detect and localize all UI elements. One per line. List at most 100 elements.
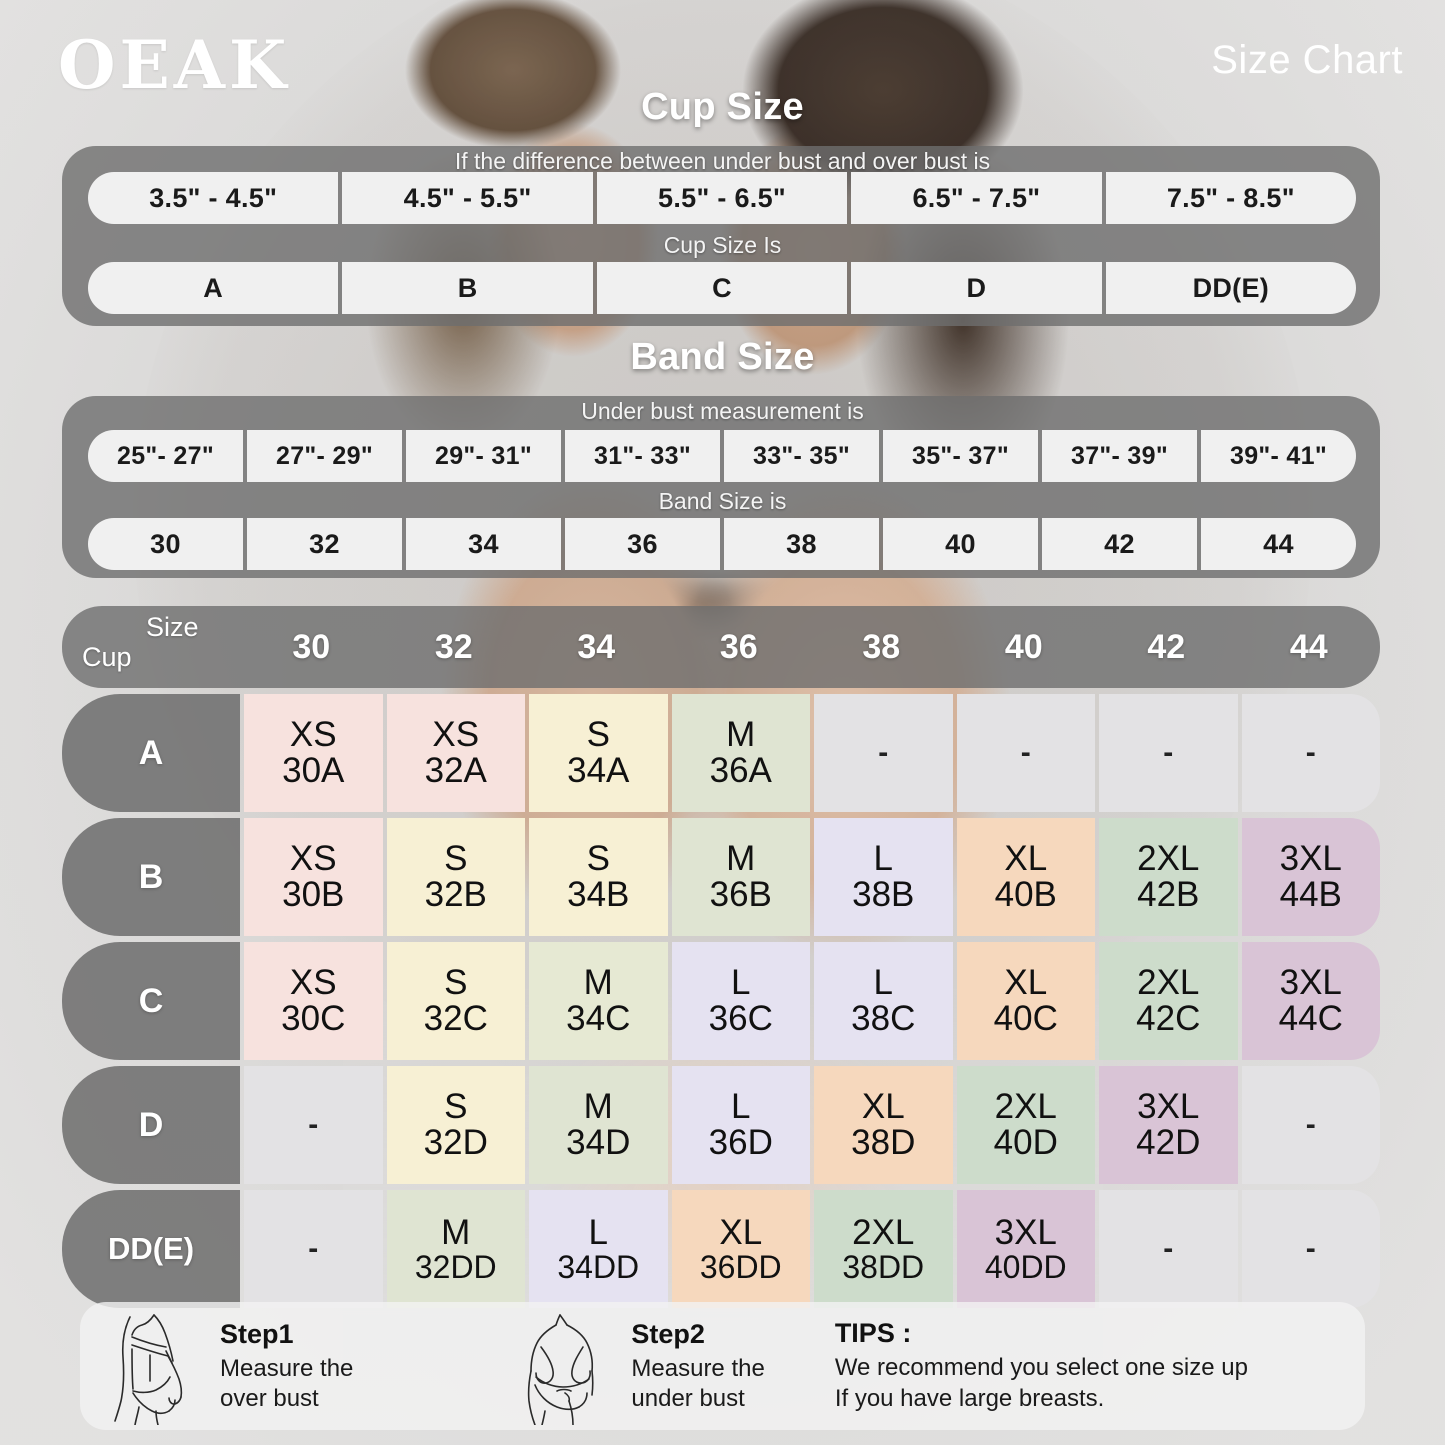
tips-line-1: We recommend you select one size up bbox=[834, 1354, 1248, 1382]
matrix-cell-32C: S 32C bbox=[386, 942, 525, 1060]
band-range-cell-6: 37"- 39" bbox=[1042, 430, 1197, 482]
step-1-line-1: Measure the bbox=[220, 1355, 354, 1383]
matrix-cup-label-C: C bbox=[62, 942, 240, 1060]
matrix-cell-40B: XL 40B bbox=[956, 818, 1095, 936]
matrix-cell-empty-A-44: - bbox=[1241, 694, 1380, 812]
matrix-cell-code-30A: 30A bbox=[282, 751, 345, 790]
step-2-line-1: Measure the bbox=[631, 1355, 765, 1383]
matrix-row-C: C XS 30C S 32C M 34C L 36C L 38C XL 40C 2XL 42C 3XL 44C bbox=[62, 942, 1380, 1060]
matrix-cell-code-34B: 34B bbox=[567, 875, 630, 914]
matrix-cell-empty-A-40: - bbox=[956, 694, 1095, 812]
band-range-cell-2: 29"- 31" bbox=[406, 430, 561, 482]
matrix-cell-size-30B: XS bbox=[289, 839, 337, 879]
cup-range-cell-2: 5.5" - 6.5" bbox=[596, 172, 848, 224]
matrix-cell-code-40C: 40C bbox=[993, 999, 1058, 1038]
matrix-cell-code-36C: 36C bbox=[708, 999, 773, 1038]
cup-size-caption-difference: If the difference between under bust and… bbox=[454, 148, 991, 174]
matrix-cell-size-34A: S bbox=[586, 715, 610, 755]
matrix-cell-code-34D: 34D bbox=[566, 1123, 631, 1162]
page-title: Size Chart bbox=[1211, 38, 1403, 82]
band-range-cell-5: 35"- 37" bbox=[883, 430, 1038, 482]
matrix-cell-code-32DD: 32DD bbox=[414, 1248, 497, 1285]
matrix-cell-34B: S 34B bbox=[529, 818, 668, 936]
cup-value-cell-3: D bbox=[851, 262, 1102, 314]
cup-value-cell-1: B bbox=[342, 262, 593, 314]
matrix-row-B: B XS 30B S 32B S 34B M 36B L 38B XL 40B 2XL 42B 3XL 44B bbox=[62, 818, 1380, 936]
matrix-cup-label-D: D bbox=[62, 1066, 240, 1184]
matrix-cup-label-B: B bbox=[62, 818, 240, 936]
step-1-heading: Step1 bbox=[220, 1319, 294, 1350]
matrix-cell-size-32C: S bbox=[444, 963, 468, 1003]
matrix-cell-code-38B: 38B bbox=[852, 875, 915, 914]
matrix-body: A XS 30A XS 32A S 34A M 36A - - - - B XS 30B S 32B S 34B M 36… bbox=[62, 694, 1380, 1308]
matrix-cell-size-38DD: 2XL bbox=[852, 1212, 915, 1252]
matrix-band-header-30: 30 bbox=[292, 627, 331, 666]
band-size-value-row: 30 32 34 36 38 40 42 44 bbox=[88, 518, 1356, 570]
matrix-band-header-44: 44 bbox=[1289, 627, 1328, 666]
matrix-cell-code-36D: 36D bbox=[708, 1123, 773, 1162]
band-size-section-title: Band Size bbox=[630, 336, 815, 378]
matrix-cell-size-30C: XS bbox=[289, 963, 337, 1003]
matrix-cell-44C: 3XL 44C bbox=[1241, 942, 1380, 1060]
matrix-cell-code-36DD: 36DD bbox=[699, 1248, 782, 1285]
matrix-corner-size-label: Size bbox=[146, 612, 199, 642]
matrix-cell-30C: XS 30C bbox=[244, 942, 383, 1060]
matrix-cell-size-34C: M bbox=[583, 963, 613, 1003]
cup-range-cell-0: 3.5" - 4.5" bbox=[88, 172, 339, 224]
matrix-cell-size-36DD: XL bbox=[719, 1212, 763, 1252]
step-2-line-2: under bust bbox=[631, 1384, 745, 1412]
matrix-cell-empty-DDE-44: - bbox=[1241, 1190, 1380, 1308]
band-range-cell-0: 25"- 27" bbox=[88, 430, 243, 482]
band-size-caption-measurement: Under bust measurement is bbox=[581, 398, 864, 424]
matrix-band-header-34: 34 bbox=[577, 627, 616, 666]
matrix-cell-40C: XL 40C bbox=[956, 942, 1095, 1060]
cup-range-cell-4: 7.5" - 8.5" bbox=[1105, 172, 1357, 224]
matrix-cell-32DD: M 32DD bbox=[386, 1190, 525, 1308]
matrix-cell-44B: 3XL 44B bbox=[1241, 818, 1380, 936]
matrix-band-header-32: 32 bbox=[434, 627, 473, 666]
brand-logo: OEAK bbox=[58, 26, 291, 104]
matrix-row-DDE: DD(E) - M 32DD L 34DD XL 36DD 2XL 38DD 3XL 40DD - - bbox=[62, 1190, 1380, 1308]
matrix-cell-code-42D: 42D bbox=[1136, 1123, 1201, 1162]
tips-block: TIPS : We recommend you select one size … bbox=[835, 1318, 1248, 1413]
matrix-cup-label-A: A bbox=[62, 694, 240, 812]
matrix-cell-code-38DD: 38DD bbox=[842, 1248, 925, 1285]
matrix-cell-size-38D: XL bbox=[861, 1087, 905, 1127]
matrix-band-header-42: 42 bbox=[1147, 627, 1186, 666]
matrix-cell-32A: XS 32A bbox=[386, 694, 525, 812]
matrix-cell-size-36C: L bbox=[731, 963, 751, 1003]
matrix-cell-32B: S 32B bbox=[386, 818, 525, 936]
matrix-cell-30A: XS 30A bbox=[244, 694, 383, 812]
matrix-cell-size-30A: XS bbox=[289, 715, 337, 755]
matrix-cell-size-40B: XL bbox=[1004, 839, 1048, 879]
cup-size-value-row: A B C D DD(E) bbox=[88, 262, 1357, 314]
band-range-cell-1: 27"- 29" bbox=[247, 430, 402, 482]
matrix-cell-size-40C: XL bbox=[1004, 963, 1048, 1003]
band-value-cell-7: 44 bbox=[1201, 518, 1356, 570]
matrix-band-header-40: 40 bbox=[1004, 627, 1043, 666]
matrix-cup-label-DDE: DD(E) bbox=[62, 1190, 240, 1308]
matrix-cell-size-38C: L bbox=[873, 963, 893, 1003]
matrix-cell-code-40B: 40B bbox=[994, 875, 1057, 914]
matrix-cell-38DD: 2XL 38DD bbox=[814, 1190, 953, 1308]
matrix-cell-size-36B: M bbox=[726, 839, 756, 879]
matrix-cell-42D: 3XL 42D bbox=[1099, 1066, 1238, 1184]
matrix-cell-code-32C: 32C bbox=[423, 999, 488, 1038]
matrix-cell-34D: M 34D bbox=[529, 1066, 668, 1184]
matrix-cell-size-36A: M bbox=[726, 715, 756, 755]
matrix-cell-code-30B: 30B bbox=[282, 875, 345, 914]
matrix-row-D: D - S 32D M 34D L 36D XL 38D 2XL 40D 3XL 42D - bbox=[62, 1066, 1380, 1184]
matrix-cell-34A: S 34A bbox=[529, 694, 668, 812]
matrix-cell-size-40D: 2XL bbox=[994, 1087, 1057, 1127]
band-value-cell-1: 32 bbox=[247, 518, 402, 570]
band-value-cell-6: 42 bbox=[1042, 518, 1197, 570]
matrix-cell-code-34A: 34A bbox=[567, 751, 630, 790]
band-value-cell-4: 38 bbox=[724, 518, 879, 570]
matrix-cell-code-32A: 32A bbox=[424, 751, 487, 790]
matrix-cell-42C: 2XL 42C bbox=[1099, 942, 1238, 1060]
matrix-cell-size-40DD: 3XL bbox=[994, 1212, 1057, 1252]
matrix-cell-code-32B: 32B bbox=[424, 875, 487, 914]
band-range-cell-3: 31"- 33" bbox=[565, 430, 720, 482]
matrix-cell-36A: M 36A bbox=[671, 694, 810, 812]
